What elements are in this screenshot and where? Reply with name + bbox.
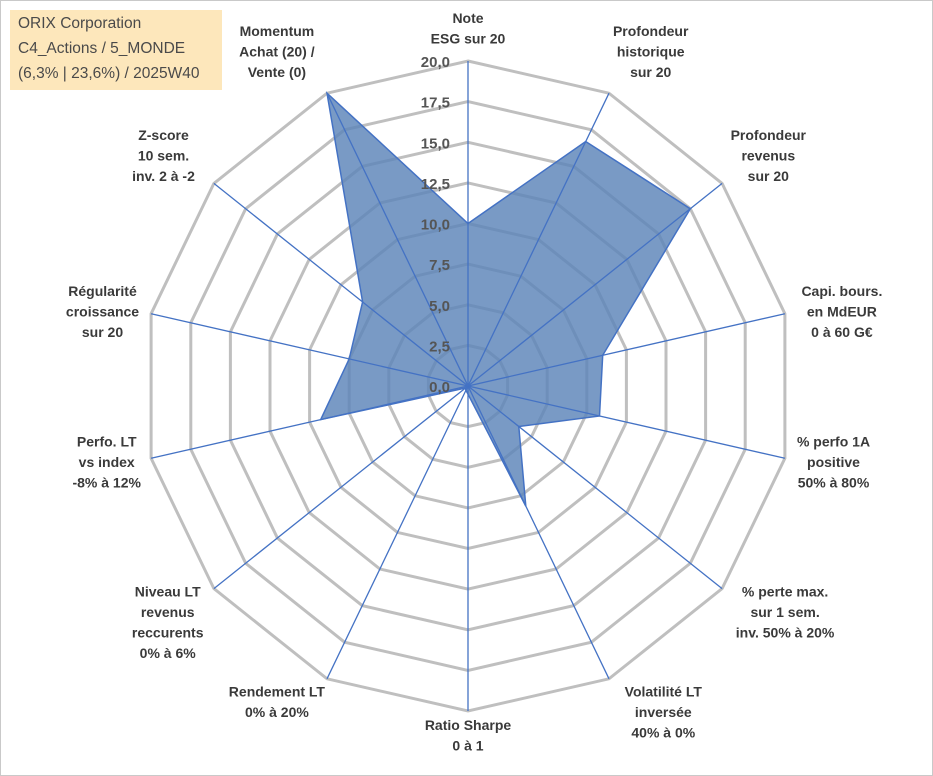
axis-label-line: inv. 50% à 20% [736, 625, 835, 641]
axis-label-line: sur 20 [748, 168, 789, 184]
tick-label-1: 2,5 [429, 338, 450, 355]
spoke-10 [150, 385, 469, 459]
axis-label-line: ESG sur 20 [431, 31, 506, 47]
axis-label-line: 0% à 6% [140, 645, 197, 661]
spoke-5 [467, 385, 723, 590]
axis-label-line: Rendement LT [229, 684, 326, 700]
tick-label-2: 5,0 [429, 298, 450, 315]
axis-label-8: Rendement LT 0% à 20% [229, 684, 326, 721]
company-name: ORIX Corporation [18, 15, 142, 32]
axis-label-line: Capi. bours. [801, 283, 882, 299]
tick-label-5: 12,5 [421, 176, 450, 193]
axis-label-line: Profondeur [731, 127, 807, 143]
axis-label-line: 0 à 1 [452, 738, 483, 754]
axis-label-line: Ratio Sharpe [425, 717, 512, 733]
axis-label-1: Profondeur historique sur 20 [613, 23, 689, 80]
axis-label-3: Capi. bours. en MdEUR 0 à 60 G€ [801, 283, 882, 340]
axis-label-line: 0 à 60 G€ [811, 324, 873, 340]
axis-label-7: Ratio Sharpe 0 à 1 [425, 717, 512, 754]
axis-label-line: Note [452, 10, 483, 26]
axis-label-10: Perfo. LT vs index -8% à 12% [72, 434, 141, 491]
axis-label-12: Z-score 10 sem. inv. 2 à -2 [132, 127, 195, 184]
axis-label-2: Profondeur revenus sur 20 [731, 127, 807, 184]
axis-label-line: revenus [141, 604, 195, 620]
axis-label-line: vs index [79, 454, 135, 470]
spoke-9 [213, 385, 469, 590]
tick-label-8: 20,0 [421, 54, 450, 71]
tick-layer: 0,0 2,5 5,0 7,5 10,0 12,5 15,0 17,5 20,0 [421, 54, 450, 396]
spoke-8 [326, 385, 469, 680]
axis-label-13: Momentum Achat (20) / Vente (0) [239, 23, 315, 80]
axis-label-line: Perfo. LT [77, 434, 137, 450]
label-layer: Note ESG sur 20 Profondeur historique sur 20… [66, 10, 882, 754]
series-layer [319, 91, 692, 507]
axis-label-line: sur 1 sem. [750, 604, 819, 620]
axis-label-0: Note ESG sur 20 [431, 10, 506, 47]
axis-label-line: inv. 2 à -2 [132, 168, 195, 184]
axis-label-line: Profondeur [613, 23, 689, 39]
axis-label-line: -8% à 12% [72, 475, 141, 491]
category-label: C4_Actions / 5_MONDE [18, 40, 186, 57]
axis-label-line: Vente (0) [248, 64, 306, 80]
axis-label-line: 50% à 80% [798, 475, 870, 491]
axis-label-4: % perfo 1A positive 50% à 80% [797, 434, 870, 491]
axis-label-line: 10 sem. [138, 147, 189, 163]
axis-label-line: en MdEUR [807, 304, 877, 320]
axis-label-9: Niveau LT revenus reccurents 0% à 6% [132, 584, 204, 662]
spoke-2 [467, 182, 723, 387]
axis-label-line: Z-score [138, 127, 189, 143]
spoke-1 [467, 92, 610, 387]
axis-label-line: Achat (20) / [239, 44, 315, 60]
axis-label-line: sur 20 [82, 324, 123, 340]
axis-label-line: positive [807, 454, 860, 470]
axis-label-5: % perte max. sur 1 sem. inv. 50% à 20% [736, 584, 835, 641]
axis-label-line: Niveau LT [135, 584, 201, 600]
tick-label-7: 17,5 [421, 95, 450, 112]
axis-label-6: Volatilité LT inversée 40% à 0% [625, 684, 703, 741]
axis-label-line: Régularité [68, 283, 137, 299]
axis-label-line: 40% à 0% [631, 725, 695, 741]
axis-label-line: % perfo 1A [797, 434, 870, 450]
spoke-11 [150, 313, 469, 387]
axis-label-line: sur 20 [630, 64, 671, 80]
axis-label-line: % perte max. [742, 584, 828, 600]
tick-label-0: 0,0 [429, 379, 450, 396]
tick-label-4: 10,0 [421, 217, 450, 234]
spoke-4 [467, 385, 786, 459]
spoke-6 [467, 385, 610, 680]
axis-label-line: inversée [635, 704, 692, 720]
info-box: ORIX Corporation C4_Actions / 5_MONDE (6… [10, 10, 222, 90]
details-label: (6,3% | 23,6%) / 2025W40 [18, 65, 200, 82]
tick-label-3: 7,5 [429, 257, 450, 274]
spoke-13 [326, 92, 469, 387]
tick-label-6: 15,0 [421, 135, 450, 152]
axis-label-line: 0% à 20% [245, 704, 309, 720]
axis-label-line: revenus [741, 147, 795, 163]
series-area [319, 91, 692, 507]
axis-label-line: reccurents [132, 625, 204, 641]
axis-label-11: Régularité croissance sur 20 [66, 283, 139, 340]
spoke-12 [213, 182, 469, 387]
spoke-layer [150, 61, 786, 711]
spoke-3 [467, 313, 786, 387]
axis-label-line: Momentum [240, 23, 315, 39]
axis-label-line: Volatilité LT [625, 684, 703, 700]
axis-label-line: croissance [66, 304, 139, 320]
axis-label-line: historique [617, 44, 685, 60]
